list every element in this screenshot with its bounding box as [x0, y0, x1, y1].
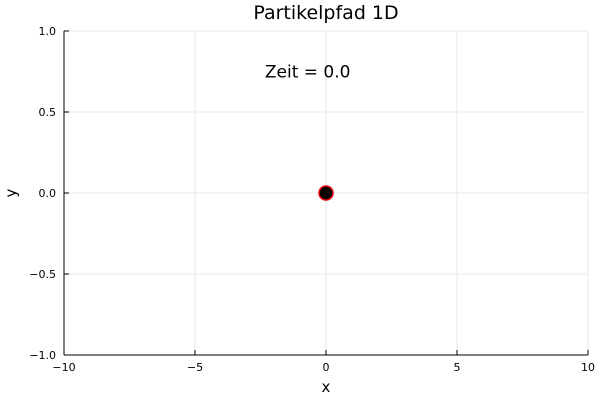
x-tick-label: 0	[323, 361, 330, 374]
particle-point	[318, 185, 334, 201]
y-axis-label: y	[2, 188, 20, 197]
x-tick-label: 5	[454, 361, 461, 374]
x-tick-label: 10	[581, 361, 595, 374]
x-axis-label: x	[322, 378, 331, 396]
y-tick-label: 0.0	[39, 187, 57, 200]
y-ticks: −1.0 −0.5 0.0 0.5 1.0	[29, 25, 69, 362]
x-ticks: −10 −5 0 5 10	[52, 350, 595, 374]
y-tick-label: 1.0	[39, 25, 57, 38]
time-annotation: Zeit = 0.0	[265, 63, 351, 83]
y-tick-label: −1.0	[29, 349, 56, 362]
y-tick-label: −0.5	[29, 268, 56, 281]
x-tick-label: −10	[52, 361, 75, 374]
x-tick-label: −5	[187, 361, 203, 374]
chart-title: Partikelpfad 1D	[253, 2, 398, 24]
data-points	[318, 185, 334, 201]
y-tick-label: 0.5	[39, 106, 57, 119]
